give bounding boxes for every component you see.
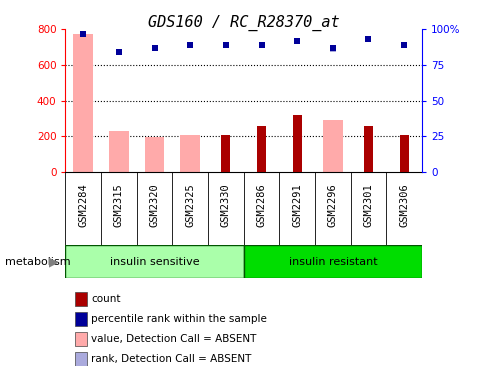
Point (79, 31, 87, 37)
Bar (363, 126, 372, 172)
Bar (221, 135, 230, 172)
Point (328, 45, 336, 51)
Bar (145, 137, 164, 172)
Bar (257, 126, 265, 172)
Bar (292, 115, 301, 172)
Point (399, 42, 407, 48)
Point (364, 36, 372, 42)
Point (399, 42, 407, 48)
Point (186, 42, 194, 48)
Text: GSM2291: GSM2291 (291, 183, 302, 227)
Text: GSM2315: GSM2315 (114, 183, 124, 227)
Point (79, 31, 87, 37)
Point (186, 42, 194, 48)
Point (151, 45, 158, 51)
Point (293, 38, 301, 44)
Text: count: count (91, 294, 121, 304)
Text: GSM2330: GSM2330 (220, 183, 230, 227)
Point (115, 49, 122, 55)
Point (364, 36, 372, 42)
Text: GSM2320: GSM2320 (149, 183, 159, 227)
Text: insulin sensitive: insulin sensitive (109, 257, 199, 267)
Text: GDS160 / RC_R28370_at: GDS160 / RC_R28370_at (148, 15, 339, 31)
Text: percentile rank within the sample: percentile rank within the sample (91, 314, 267, 324)
Point (115, 49, 122, 55)
Bar (109, 131, 128, 172)
Point (328, 46, 336, 52)
Bar (399, 135, 408, 172)
Text: GSM2306: GSM2306 (398, 183, 408, 227)
Text: GSM2284: GSM2284 (78, 183, 88, 227)
Bar (322, 120, 342, 172)
Text: GSM2296: GSM2296 (327, 183, 337, 227)
Text: metabolism: metabolism (5, 257, 70, 267)
Text: rank, Detection Call = ABSENT: rank, Detection Call = ABSENT (91, 354, 251, 365)
Point (257, 42, 265, 48)
Text: ▶: ▶ (48, 255, 58, 268)
Text: value, Detection Call = ABSENT: value, Detection Call = ABSENT (91, 334, 256, 344)
Bar (180, 135, 199, 172)
Text: GSM2301: GSM2301 (363, 183, 373, 227)
Bar (243, 245, 421, 278)
Point (222, 42, 229, 48)
Point (293, 38, 301, 44)
Point (222, 42, 229, 48)
Text: insulin resistant: insulin resistant (288, 257, 377, 267)
Bar (74, 34, 93, 172)
Point (151, 45, 158, 51)
Point (257, 42, 265, 48)
Bar (65, 245, 243, 278)
Text: GSM2325: GSM2325 (185, 183, 195, 227)
Text: GSM2286: GSM2286 (256, 183, 266, 227)
